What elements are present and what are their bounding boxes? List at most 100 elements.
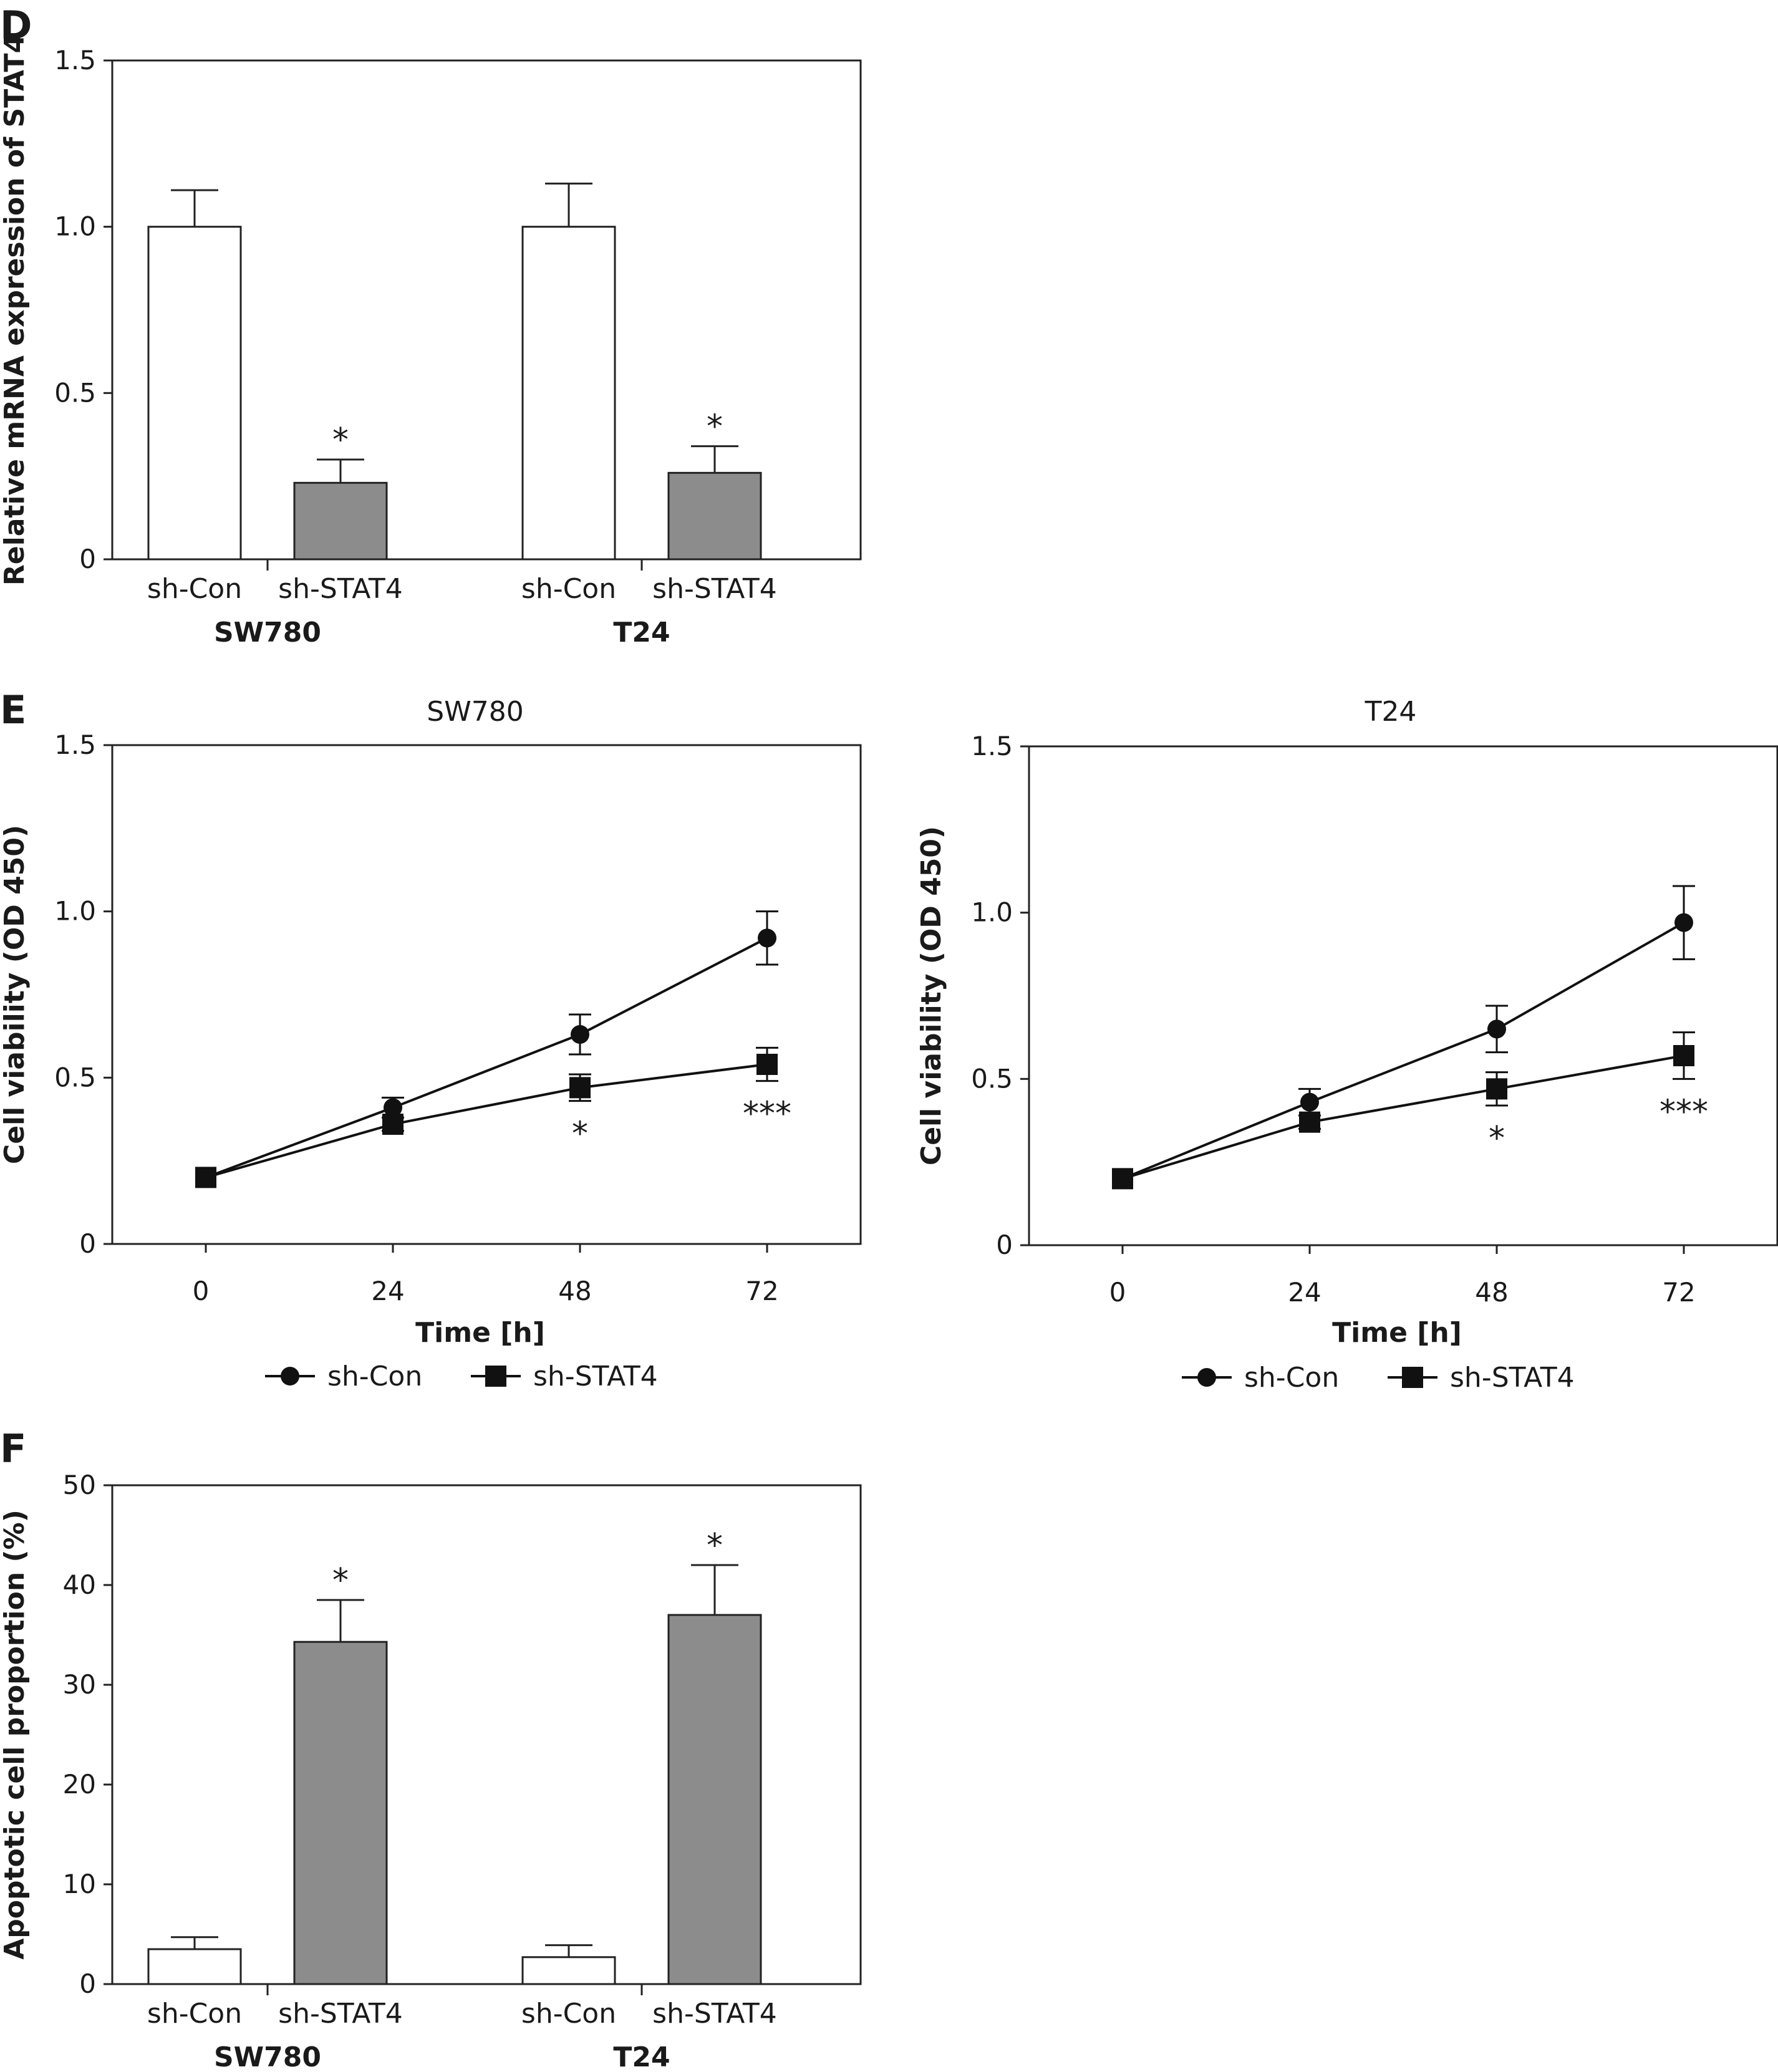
chart-f-category-label: sh-STAT4 [652,1998,777,2030]
chart-e2-frame [1028,745,1778,1246]
chart-e1-point-circle [571,1025,589,1044]
chart-e1-x-tick-label: 72 [745,1276,778,1306]
chart-e1-y-tick-label: 1.5 [54,730,96,760]
chart-f-bar [147,1948,242,1985]
chart-f-frame [111,1484,862,1985]
chart-d-bar [147,226,242,561]
chart-f-bar [667,1614,762,1985]
chart-d-mrna-expression: Relative mRNA expression of STAT4 0 0.5 1.… [0,34,862,648]
chart-e2-legend-label: sh-Con [1244,1362,1339,1394]
chart-e1-legend-label: sh-STAT4 [533,1361,658,1392]
chart-e1-series-line [205,1063,768,1179]
panel-label-d: D [0,2,32,48]
chart-e2-point-square [1112,1168,1133,1190]
chart-e1-frame [111,744,862,1245]
chart-d-group-label: T24 [613,617,670,648]
chart-f-apoptosis: Apoptotic cell proportion (%) 0 10 20 30 40 5… [0,1470,862,2072]
chart-e2-point-circle [1300,1092,1319,1112]
chart-d-bar [667,471,762,561]
chart-d-category-label: sh-Con [147,573,242,605]
chart-e1-point-square [382,1114,403,1135]
chart-e2-point-circle [1674,913,1693,932]
chart-e2-legend-label: sh-STAT4 [1450,1362,1575,1394]
chart-d-y-axis-title: Relative mRNA expression of STAT4 [0,34,31,585]
chart-e1-significance-mark: *** [743,1096,791,1133]
chart-f-y-axis-title: Apoptotic cell proportion (%) [0,1510,31,1960]
chart-e2-y-axis-title: Cell viability (OD 450) [916,826,947,1165]
chart-f-y-tick-label: 30 [63,1669,96,1700]
panel-label-f: F [0,1426,26,1472]
chart-f-group-label: T24 [613,2041,670,2072]
chart-f-category-label: sh-Con [521,1998,616,2030]
chart-e2-x-tick-label: 72 [1662,1277,1695,1308]
chart-e1-y-axis-title: Cell viability (OD 450) [0,825,31,1164]
chart-e2-x-tick-label: 0 [1109,1277,1126,1308]
chart-d-category-label: sh-STAT4 [652,573,777,605]
chart-e1-point-circle [758,928,776,948]
chart-e2-x-tick-label: 48 [1475,1277,1508,1308]
chart-e1-significance-mark: * [572,1116,588,1153]
chart-d-y-tick-label: 0.5 [54,377,96,408]
chart-f-bar [521,1956,616,1985]
chart-e1-y-tick-label: 0.5 [54,1062,96,1092]
chart-e2-point-square [1299,1111,1320,1133]
chart-d-category-label: sh-STAT4 [278,573,403,605]
chart-e1-point-square [569,1077,591,1099]
chart-f-significance-mark: * [707,1527,723,1564]
chart-e1-legend-marker-square [485,1366,506,1387]
chart-f-y-tick-label: 20 [63,1769,96,1800]
chart-e2-significance-mark: * [1489,1120,1505,1157]
chart-e1-point-square [195,1167,216,1188]
chart-e2-title: T24 [1365,696,1417,728]
chart-e1-x-tick-label: 0 [193,1276,210,1306]
chart-f-group-label: SW780 [214,2041,321,2072]
chart-d-category-label: sh-Con [521,573,616,605]
chart-e1-x-tick-label: 48 [558,1276,591,1306]
chart-e-t24-viability: T24 Cell viability (OD 450) Time [h] 0 0.… [916,696,1778,1394]
chart-f-y-tick-label: 10 [63,1869,96,1899]
chart-d-frame [111,59,862,561]
chart-e1-point-circle [384,1098,402,1117]
chart-e2-y-tick-label: 1.5 [971,731,1013,761]
chart-f-y-tick-label: 0 [79,1968,96,1999]
chart-e2-significance-mark: *** [1660,1093,1708,1130]
chart-f-bar [293,1641,388,1985]
chart-d-y-tick-label: 1.5 [54,45,96,75]
chart-d-group-label: SW780 [214,617,321,648]
chart-d-bar [293,481,388,561]
chart-e1-legend-label: sh-Con [327,1361,422,1392]
chart-e1-title: SW780 [427,696,523,728]
panel-label-e: E [0,687,26,733]
chart-e2-series-line [1122,921,1684,1180]
chart-d-y-tick-label: 0 [79,544,96,574]
chart-e2-x-tick-label: 24 [1288,1277,1321,1308]
chart-e2-point-circle [1487,1019,1506,1039]
chart-e2-y-tick-label: 1.0 [971,897,1013,928]
chart-d-y-tick-label: 1.0 [54,211,96,242]
chart-e1-point-square [756,1054,778,1075]
chart-e1-x-axis-title: Time [h] [415,1317,545,1349]
chart-e1-y-tick-label: 1.0 [54,896,96,927]
chart-e2-legend-marker-square [1402,1367,1423,1388]
chart-f-category-label: sh-STAT4 [278,1998,403,2030]
chart-e2-legend-marker-circle [1197,1368,1216,1387]
chart-e2-y-tick-label: 0.5 [971,1063,1013,1094]
chart-e2-point-square [1673,1045,1694,1066]
chart-e2-series-line [1122,1054,1684,1180]
chart-f-category-label: sh-Con [147,1998,242,2030]
chart-e2-point-square [1486,1078,1507,1100]
chart-f-y-tick-label: 50 [63,1470,96,1500]
chart-e1-x-tick-label: 24 [371,1276,404,1306]
chart-e2-y-tick-label: 0 [996,1230,1013,1260]
chart-f-significance-mark: * [332,1562,349,1599]
chart-d-bar [521,226,616,561]
chart-e1-legend-marker-circle [281,1367,299,1385]
chart-e1-series-line [205,937,768,1179]
chart-e1-y-tick-label: 0 [79,1228,96,1259]
chart-f-y-tick-label: 40 [63,1569,96,1600]
chart-e2-x-axis-title: Time [h] [1332,1317,1462,1349]
chart-d-significance-mark: * [332,422,349,459]
chart-d-significance-mark: * [707,408,723,446]
chart-e-sw780-viability: SW780 Cell viability (OD 450) Time [h] 0… [0,696,862,1392]
